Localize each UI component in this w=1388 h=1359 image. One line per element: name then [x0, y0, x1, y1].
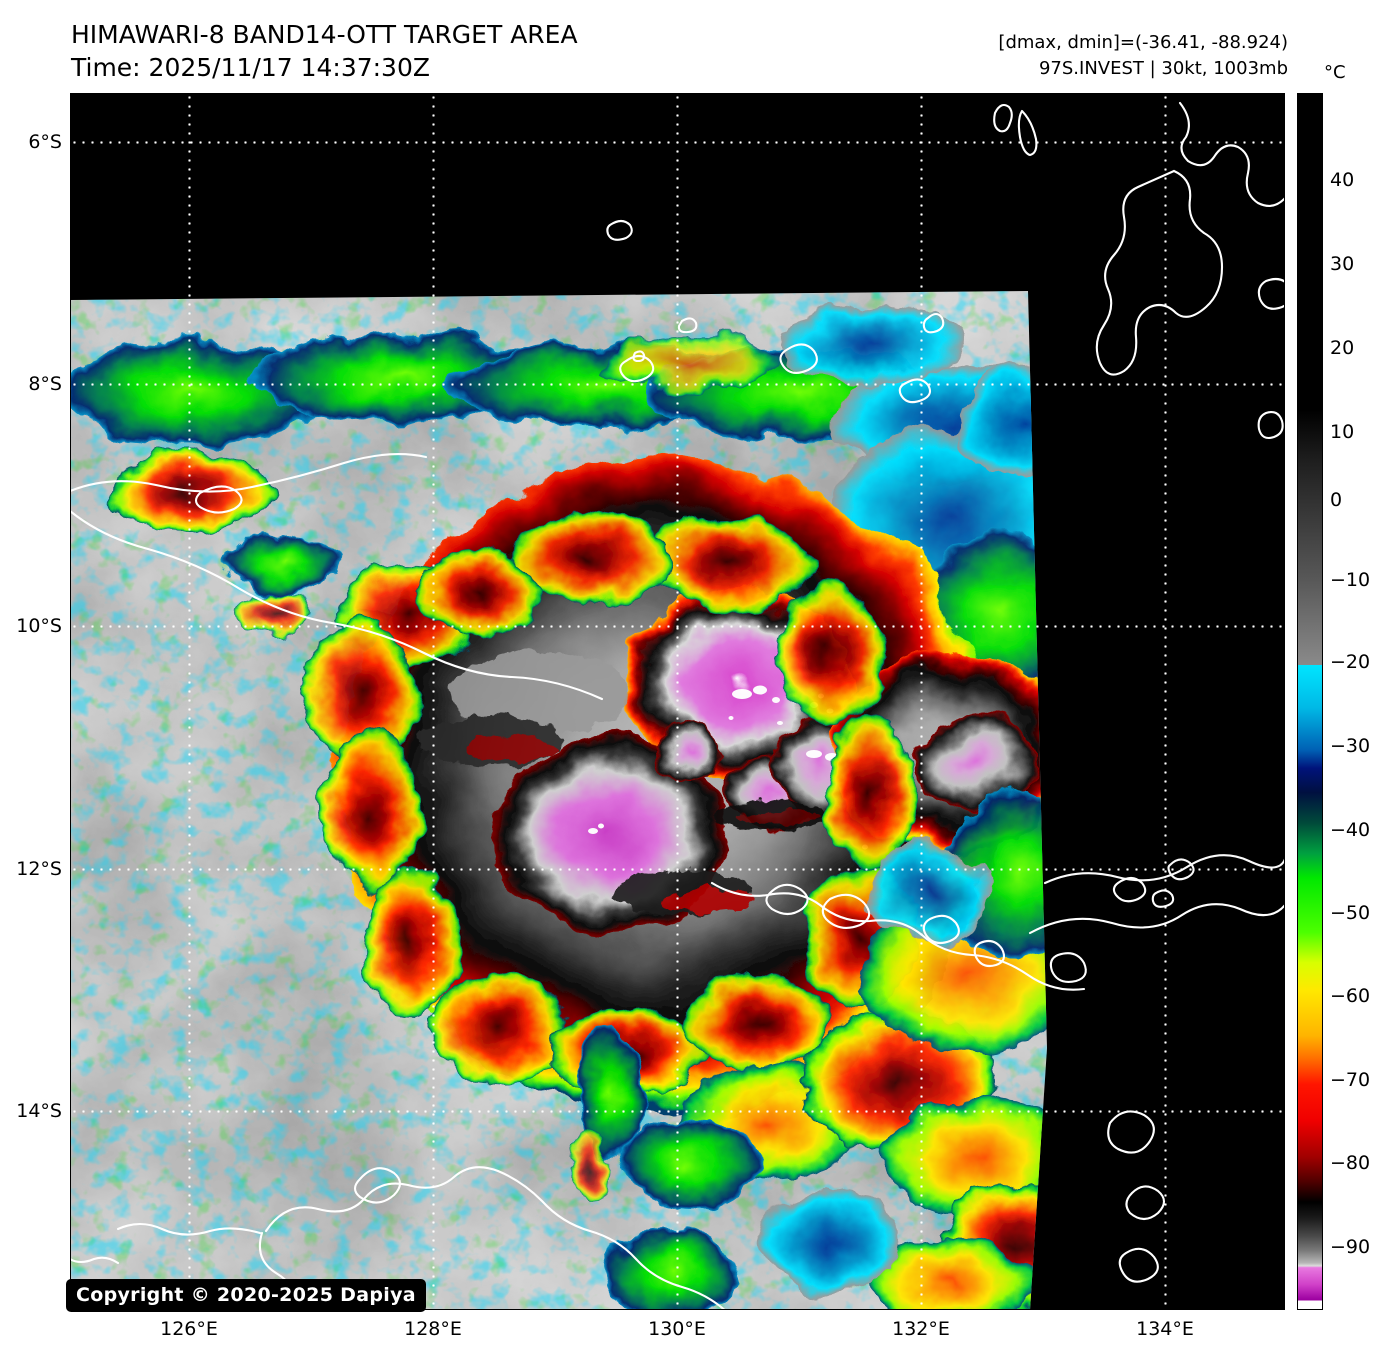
cbtick-m70: −70	[1330, 1069, 1371, 1091]
satellite-image-plot[interactable]	[70, 93, 1285, 1310]
satellite-imagery	[70, 93, 1285, 1310]
colorbar-gradient	[1298, 94, 1322, 1309]
xtick-126e: 126°E	[160, 1318, 218, 1340]
cold-top-east	[913, 713, 1037, 809]
time-line: Time: 2025/11/17 14:37:30Z	[71, 53, 430, 82]
cbtick-m30: −30	[1330, 735, 1371, 757]
coastlines	[70, 101, 1285, 1310]
title-line: HIMAWARI-8 BAND14-OTT TARGET AREA	[71, 20, 578, 49]
cbtick-30: 30	[1330, 253, 1355, 275]
cbtick-40: 40	[1330, 169, 1355, 191]
cbtick-20: 20	[1330, 337, 1355, 359]
colorbar[interactable]	[1297, 93, 1323, 1310]
xtick-128e: 128°E	[404, 1318, 462, 1340]
ytick-8s: 8°S	[28, 373, 62, 395]
page-title: HIMAWARI-8 BAND14-OTT TARGET AREA Time: 2…	[71, 18, 578, 84]
header-metadata: [dmax, dmin]=(-36.41, -88.924) 97S.INVES…	[998, 30, 1288, 82]
cbtick-m90: −90	[1330, 1236, 1371, 1258]
cbtick-m10: −10	[1330, 569, 1371, 591]
cbtick-m80: −80	[1330, 1152, 1371, 1174]
cbtick-m20: −20	[1330, 651, 1371, 673]
cbtick-m40: −40	[1330, 819, 1371, 841]
xtick-134e: 134°E	[1136, 1318, 1194, 1340]
ytick-12s: 12°S	[16, 858, 62, 880]
copyright-badge: Copyright © 2020-2025 Dapiya	[66, 1279, 426, 1312]
xtick-132e: 132°E	[892, 1318, 950, 1340]
cbtick-m60: −60	[1330, 985, 1371, 1007]
xtick-130e: 130°E	[648, 1318, 706, 1340]
cbtick-m50: −50	[1330, 902, 1371, 924]
cbtick-0: 0	[1330, 489, 1343, 511]
storm-info-label: 97S.INVEST | 30kt, 1003mb	[1038, 58, 1288, 79]
ytick-10s: 10°S	[16, 615, 62, 637]
scan-sector	[70, 291, 1047, 1310]
cbtick-10: 10	[1330, 421, 1355, 443]
dmax-dmin-label: [dmax, dmin]=(-36.41, -88.924)	[998, 32, 1288, 53]
ytick-14s: 14°S	[16, 1100, 62, 1122]
ytick-6s: 6°S	[28, 131, 62, 153]
colorbar-unit-label: °C	[1324, 62, 1346, 83]
